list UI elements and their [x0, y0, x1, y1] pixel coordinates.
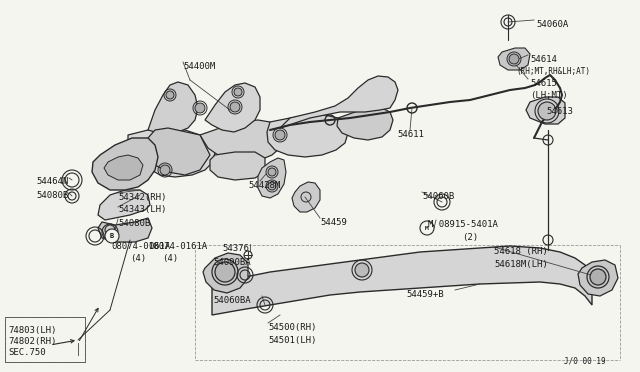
Text: 08074-0161A: 08074-0161A	[111, 242, 170, 251]
Polygon shape	[200, 120, 282, 162]
Polygon shape	[258, 158, 286, 198]
Text: 54459+B: 54459+B	[406, 290, 444, 299]
Circle shape	[230, 102, 240, 112]
Text: (4): (4)	[130, 254, 146, 263]
Polygon shape	[148, 82, 198, 132]
Text: 54060BA: 54060BA	[213, 296, 251, 305]
Circle shape	[538, 102, 556, 120]
Polygon shape	[128, 128, 215, 177]
Text: 74803(LH): 74803(LH)	[8, 326, 56, 335]
Text: 54501(LH): 54501(LH)	[268, 336, 316, 345]
Polygon shape	[292, 182, 320, 212]
Circle shape	[105, 229, 119, 243]
Circle shape	[195, 103, 205, 113]
Text: 54080B: 54080B	[118, 219, 150, 228]
Text: 54400M: 54400M	[183, 62, 215, 71]
Text: 54080B: 54080B	[36, 191, 68, 200]
Polygon shape	[203, 253, 248, 293]
Text: 54614: 54614	[530, 55, 557, 64]
Polygon shape	[212, 246, 592, 315]
Text: M: M	[425, 225, 429, 231]
Text: 54618M(LH): 54618M(LH)	[494, 260, 548, 269]
Circle shape	[160, 165, 170, 175]
Polygon shape	[267, 115, 348, 157]
Polygon shape	[210, 152, 265, 180]
Text: 54090BA: 54090BA	[213, 258, 251, 267]
Text: 54613: 54613	[546, 107, 573, 116]
Polygon shape	[526, 97, 565, 124]
Text: 54343(LH): 54343(LH)	[118, 205, 166, 214]
Text: 54500(RH): 54500(RH)	[268, 323, 316, 332]
Text: 08074-0161A: 08074-0161A	[148, 242, 207, 251]
Text: M 08915-5401A: M 08915-5401A	[428, 220, 498, 229]
Text: 54428M: 54428M	[248, 181, 280, 190]
Text: 54611: 54611	[397, 130, 424, 139]
Text: 54060B: 54060B	[422, 192, 454, 201]
Polygon shape	[92, 138, 158, 190]
Polygon shape	[104, 155, 143, 180]
Polygon shape	[578, 260, 618, 296]
Text: (LH;MT): (LH;MT)	[530, 91, 568, 100]
Circle shape	[590, 269, 606, 285]
Text: J/0 00 19: J/0 00 19	[564, 356, 605, 365]
Text: 54376: 54376	[222, 244, 249, 253]
Text: 54060A: 54060A	[536, 20, 568, 29]
Circle shape	[268, 168, 276, 176]
Circle shape	[215, 262, 235, 282]
Polygon shape	[498, 48, 530, 70]
Text: 74802(RH): 74802(RH)	[8, 337, 56, 346]
Text: SEC.750: SEC.750	[8, 348, 45, 357]
Polygon shape	[98, 218, 152, 242]
Polygon shape	[280, 76, 398, 128]
Polygon shape	[337, 108, 393, 140]
Circle shape	[268, 182, 276, 190]
Circle shape	[275, 130, 285, 140]
Circle shape	[234, 88, 242, 96]
Text: 54618 (RH): 54618 (RH)	[494, 247, 548, 256]
Text: 54464N: 54464N	[36, 177, 68, 186]
Text: 54459: 54459	[320, 218, 347, 227]
Circle shape	[166, 91, 174, 99]
Circle shape	[355, 263, 369, 277]
Text: B: B	[110, 233, 114, 239]
Polygon shape	[205, 83, 260, 132]
Circle shape	[509, 54, 519, 64]
Text: (4): (4)	[162, 254, 178, 263]
Text: 54615: 54615	[530, 79, 557, 88]
Polygon shape	[98, 190, 150, 220]
Text: 54342(RH): 54342(RH)	[118, 193, 166, 202]
Circle shape	[420, 221, 434, 235]
Text: (2): (2)	[462, 233, 478, 242]
Polygon shape	[148, 128, 210, 175]
Text: (RH;MT,RH&LH;AT): (RH;MT,RH&LH;AT)	[516, 67, 590, 76]
